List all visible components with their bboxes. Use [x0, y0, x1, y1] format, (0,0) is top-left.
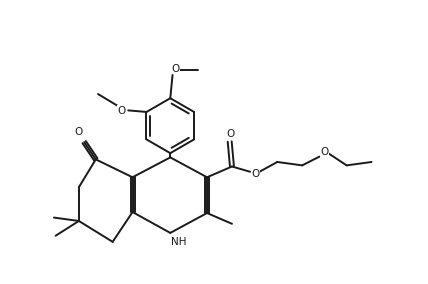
Text: O: O — [320, 147, 329, 157]
Text: O: O — [74, 127, 82, 137]
Text: O: O — [171, 64, 179, 74]
Text: O: O — [117, 106, 125, 116]
Text: O: O — [251, 169, 260, 179]
Text: NH: NH — [172, 237, 187, 247]
Text: O: O — [226, 129, 235, 139]
